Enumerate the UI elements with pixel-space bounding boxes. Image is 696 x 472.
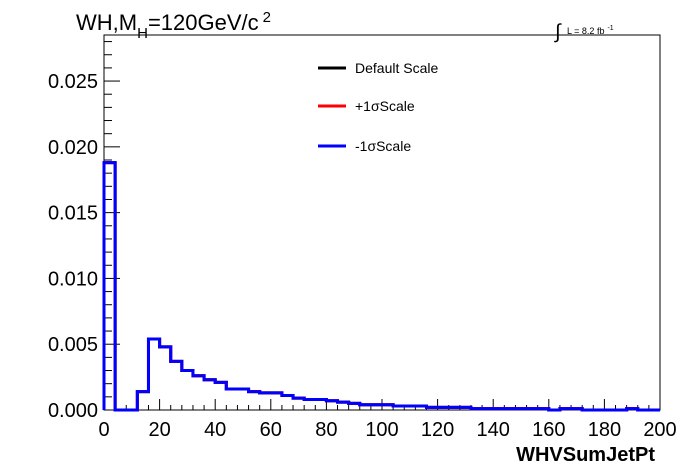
y-tick-label: 0.010 [48, 268, 98, 290]
legend-label: -1σScale [355, 138, 411, 154]
x-tick-label: 200 [643, 419, 676, 441]
x-tick-label: 100 [365, 419, 398, 441]
legend: Default Scale +1σScale -1σScale [318, 60, 438, 154]
x-tick-label: 0 [98, 419, 109, 441]
histogram-series-1 [102, 161, 660, 412]
plot-frame [103, 34, 661, 411]
legend-label: Default Scale [355, 60, 438, 76]
lumi-text: L = 8.2 fb [567, 26, 604, 36]
x-tick-label: 60 [260, 419, 282, 441]
x-tick-label: 40 [204, 419, 226, 441]
y-tick-label: 0.005 [48, 334, 98, 356]
title-rest: =120GeV/c [148, 10, 259, 35]
series-group [102, 161, 660, 412]
y-tick-label: 0.025 [48, 71, 98, 93]
axes-group: 0 20 40 60 80 100 120 140 160 180 200 0.000 0.005 0.0… [48, 41, 677, 441]
x-tick-label: 80 [315, 419, 337, 441]
legend-label: +1σScale [355, 98, 415, 114]
x-tick-label: 180 [588, 419, 621, 441]
title-subscript: H [137, 25, 148, 42]
chart-title: WH,MH=120GeV/c 2 [76, 9, 271, 42]
x-tick-label: 160 [532, 419, 565, 441]
lumi-label: L = 8.2 fb -1 [567, 25, 614, 36]
title-superscript: 2 [263, 9, 271, 26]
y-tick-label: 0.015 [48, 203, 98, 225]
y-tick-label: 0.000 [48, 400, 98, 422]
x-tick-label: 20 [148, 419, 170, 441]
histogram-series-2 [102, 161, 660, 412]
histogram-series-0 [102, 161, 660, 412]
x-tick-label: 120 [421, 419, 454, 441]
x-tick-label: 140 [477, 419, 510, 441]
y-tick-label: 0.020 [48, 137, 98, 159]
lumi-superscript: -1 [607, 25, 613, 32]
title-main: WH,M [76, 10, 137, 35]
lumi-integral-symbol: ∫ [554, 21, 562, 43]
x-axis-label: WHVSumJetPt [516, 444, 655, 466]
